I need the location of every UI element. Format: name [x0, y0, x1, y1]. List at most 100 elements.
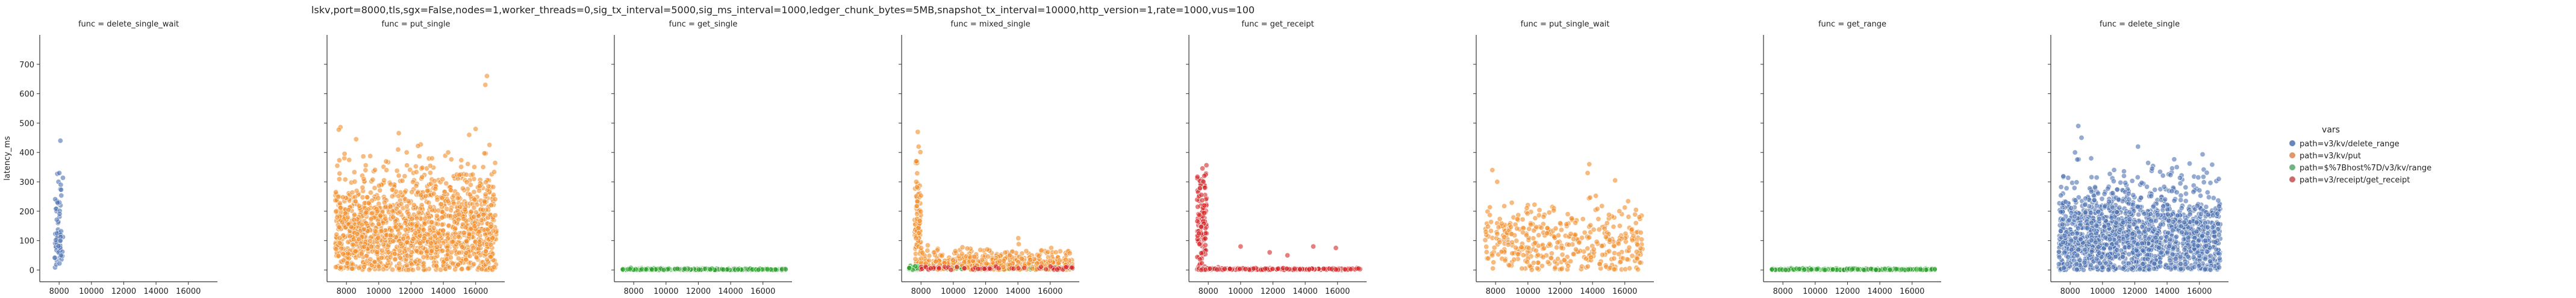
data-point [369, 244, 373, 249]
data-point [441, 228, 446, 233]
data-point [483, 249, 488, 253]
data-point [396, 147, 401, 152]
data-point [1533, 248, 1538, 253]
data-point [368, 238, 373, 243]
data-point [1626, 214, 1631, 219]
data-point [393, 256, 398, 261]
data-point [1203, 267, 1208, 272]
data-point [417, 258, 422, 263]
data-point [58, 238, 63, 243]
data-point [470, 172, 475, 177]
data-point [349, 266, 354, 271]
data-point [429, 249, 434, 253]
data-point [375, 244, 380, 249]
data-point [384, 159, 388, 164]
data-point [472, 164, 476, 169]
data-point [2153, 219, 2158, 223]
data-point [1531, 236, 1536, 241]
data-point [367, 267, 372, 272]
data-point [1580, 217, 1585, 222]
data-point [1507, 262, 1512, 267]
data-point [1608, 237, 1612, 242]
data-point [735, 267, 740, 272]
data-point [413, 231, 418, 235]
data-point [2201, 180, 2206, 185]
data-point [338, 265, 343, 270]
y-tick-label: 300 [19, 178, 34, 187]
data-point [416, 143, 420, 148]
data-point [397, 231, 402, 236]
data-point [461, 231, 466, 235]
data-point [1639, 237, 1644, 242]
data-point [1343, 267, 1347, 272]
y-tick-label: 500 [19, 119, 34, 128]
data-point [1545, 259, 1550, 264]
data-point [337, 171, 342, 176]
data-point [1509, 200, 1514, 205]
data-point [1549, 256, 1554, 261]
data-point [1868, 266, 1873, 271]
data-point [1064, 265, 1068, 270]
data-point [1582, 230, 1587, 235]
data-point [1222, 267, 1227, 272]
data-point [1333, 246, 1338, 250]
data-point [57, 170, 61, 175]
data-point [644, 267, 649, 272]
data-point [1197, 213, 1202, 217]
data-point [985, 247, 990, 252]
data-point [721, 267, 726, 272]
data-point [440, 248, 445, 253]
data-point [404, 263, 409, 268]
data-point [460, 267, 464, 272]
data-point [357, 237, 361, 241]
data-point [1623, 205, 1627, 210]
data-point [1201, 179, 1206, 184]
data-point [1564, 222, 1569, 226]
data-point [1600, 252, 1605, 257]
data-point [1263, 266, 1268, 271]
data-point [1485, 224, 1490, 229]
data-point [448, 188, 453, 193]
data-point [2115, 187, 2119, 192]
data-point [488, 242, 493, 247]
facet-points [1194, 163, 1362, 272]
data-point [447, 265, 452, 270]
data-point [433, 186, 438, 191]
data-point [1199, 261, 1204, 265]
data-point [1600, 203, 1605, 208]
data-point [406, 199, 411, 203]
data-point [409, 250, 414, 255]
data-point [440, 210, 445, 214]
data-point [1030, 266, 1035, 271]
data-point [1559, 245, 1564, 250]
x-tick-label: 10000 [1228, 287, 1253, 296]
facet-get-single: func = get_single8000 10000 12000 14000 1600… [611, 20, 792, 298]
data-point [353, 199, 358, 203]
data-point [484, 73, 489, 78]
data-point [1627, 245, 1632, 250]
facet-title: func = get_receipt [1241, 20, 1314, 29]
x-tick-label: 12000 [2122, 287, 2147, 296]
data-point [416, 266, 420, 271]
data-point [918, 193, 923, 198]
data-point [1612, 256, 1617, 261]
data-point [2178, 181, 2183, 186]
data-point [925, 248, 930, 253]
data-point [1483, 229, 1488, 234]
data-point [1616, 252, 1621, 256]
facet-points [906, 129, 1075, 273]
data-point [378, 213, 382, 218]
data-point [1815, 267, 1820, 272]
data-point [1565, 212, 1570, 217]
x-tick-label: 8000 [337, 287, 357, 296]
facet-title: func = put_single_wait [1521, 20, 1610, 29]
data-point [338, 205, 343, 210]
x-tick-label: 12000 [973, 287, 998, 296]
x-tick-label: 8000 [1486, 287, 1506, 296]
x-tick-label: 8000 [911, 287, 931, 296]
x-tick-label: 12000 [1835, 287, 1860, 296]
data-point [1637, 214, 1642, 219]
data-point [1874, 267, 1879, 272]
data-point [57, 261, 62, 265]
data-point [434, 264, 438, 269]
